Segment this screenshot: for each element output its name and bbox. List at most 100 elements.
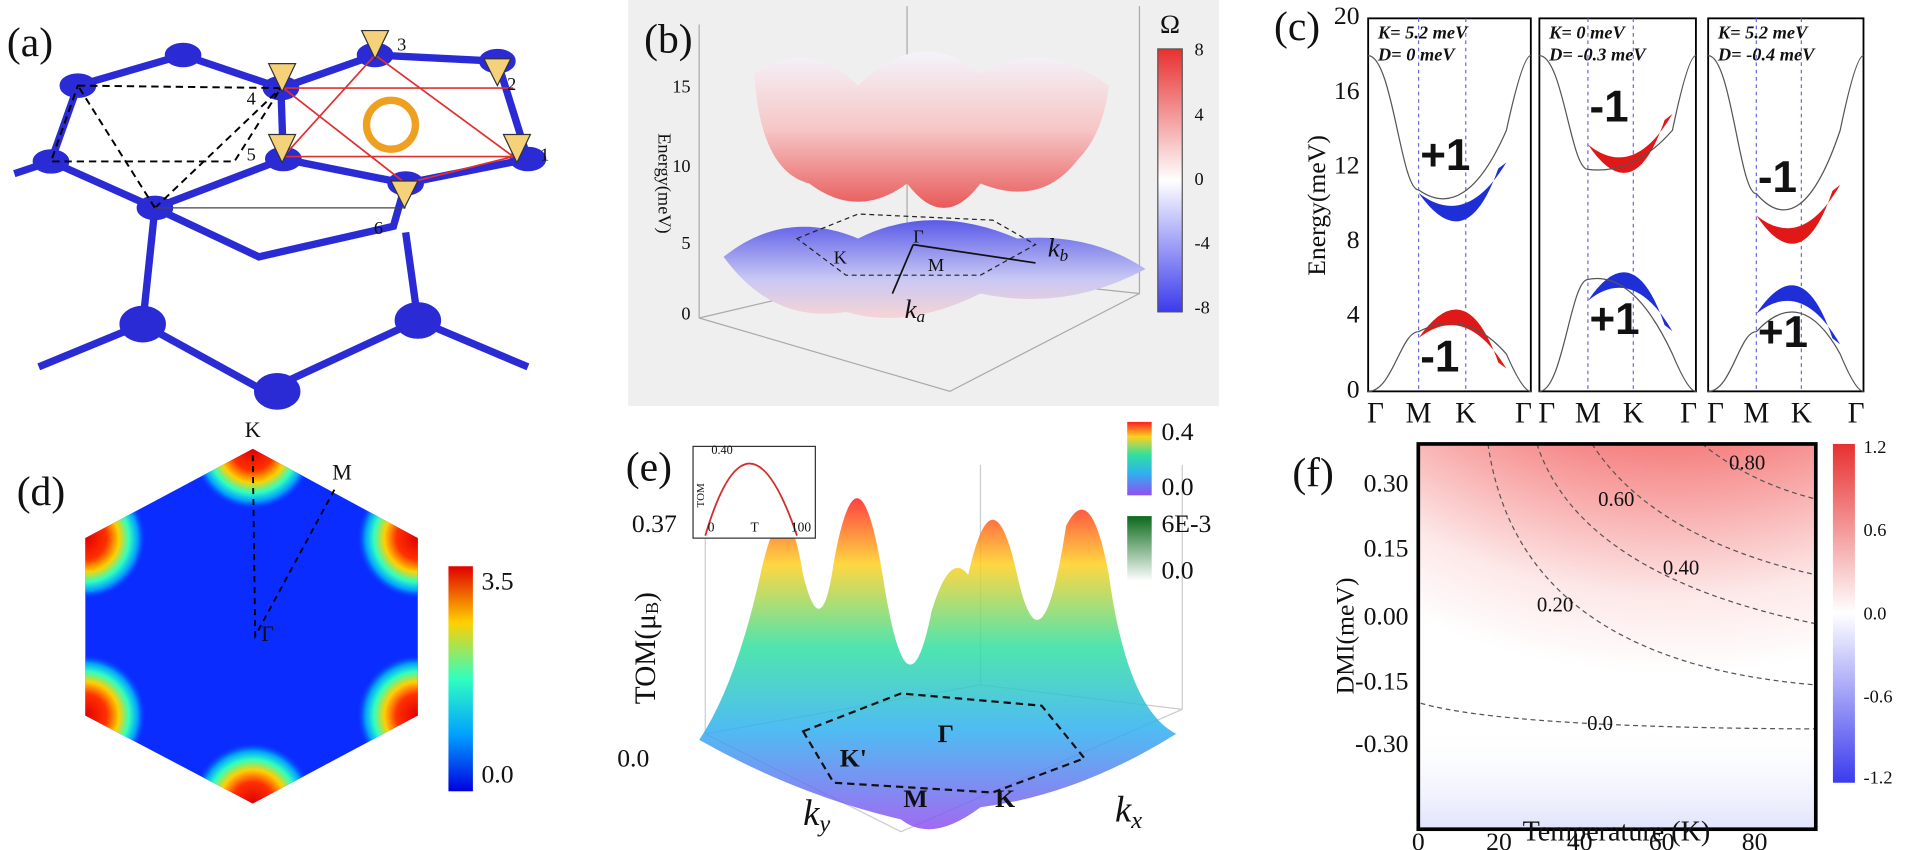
colorbar-ticks: 8 4 0 -4 -8 <box>1194 40 1209 318</box>
contour-label: 0.80 <box>1729 452 1765 475</box>
point-label: K' <box>840 744 867 773</box>
site-label: 4 <box>247 88 256 108</box>
contour-map <box>1418 443 1816 830</box>
colorbar-tick: -0.6 <box>1863 687 1892 707</box>
y-tick: 0.15 <box>1364 533 1409 562</box>
colorbar-tick: 0.0 <box>1863 603 1886 623</box>
colorbar-tick: 1.2 <box>1863 437 1886 457</box>
point-label: Γ <box>261 621 274 646</box>
plot-frame <box>1416 442 1818 832</box>
berry-lobe <box>1756 184 1841 244</box>
chern-label: +1 <box>1420 131 1470 180</box>
param-label: D= 0 meV <box>1377 44 1456 64</box>
panel-label: (c) <box>1274 3 1320 50</box>
contour-label: 0.20 <box>1537 593 1573 616</box>
x-ticks: 0 20 40 60 80 <box>1412 827 1768 850</box>
panel-label: (d) <box>17 468 65 515</box>
param-label: K= 5.2 meV <box>1377 22 1469 42</box>
contour-label: 0.0 <box>1587 712 1613 735</box>
chern-label: -1 <box>1420 332 1459 381</box>
site-label: 2 <box>507 74 516 94</box>
chern-label: +1 <box>1758 308 1808 357</box>
x-tick: Γ <box>1707 398 1724 430</box>
panel-a-overlay <box>49 29 532 210</box>
band <box>1368 322 1531 392</box>
point-label: M <box>332 460 352 485</box>
z-tick: 0.37 <box>632 509 677 538</box>
band <box>1707 55 1864 211</box>
inset-curve <box>704 462 798 536</box>
point-label: K <box>245 417 261 442</box>
site-labels: 1 2 3 4 5 6 <box>247 35 550 238</box>
inset <box>692 445 816 539</box>
colorbar <box>448 566 473 792</box>
y-tick: -0.30 <box>1355 729 1408 758</box>
colorbar <box>1127 421 1152 496</box>
x-tick: Γ <box>1538 398 1555 430</box>
colorbar <box>1127 516 1152 581</box>
x-tick: 40 <box>1567 827 1593 850</box>
band <box>1708 311 1864 392</box>
z-tick: 0.0 <box>617 744 649 773</box>
param-label: D= -0.3 meV <box>1548 44 1647 64</box>
inset-tick: 0.40 <box>711 443 732 457</box>
colorbar-tick: 0.6 <box>1863 520 1886 540</box>
z-axis-label: Energy(meV) <box>653 133 674 233</box>
x-tick: M <box>1575 398 1601 430</box>
contour-label: 0.60 <box>1598 488 1634 511</box>
x-tick: Γ <box>1680 398 1697 430</box>
colorbar-title: Ω <box>1160 9 1180 39</box>
colorbar-tick: 4 <box>1194 104 1203 124</box>
y-tick: 8 <box>1347 225 1360 254</box>
brillouin-zone <box>801 692 1087 794</box>
x-tick: K <box>1791 398 1812 430</box>
axis-label: kx <box>1115 789 1142 834</box>
x-tick: 20 <box>1486 827 1512 850</box>
y-tick: -0.15 <box>1355 667 1408 696</box>
z-ticks: 15 10 5 0 <box>672 76 690 323</box>
y-tick: 0.00 <box>1364 602 1409 631</box>
point-label: Γ <box>938 719 954 748</box>
x-tick: Γ <box>1515 398 1532 430</box>
tom-surface <box>699 498 1177 830</box>
param-label: D= -0.4 meV <box>1717 44 1816 64</box>
point-label: M <box>903 784 927 813</box>
upper-surface <box>754 51 1109 208</box>
y-tick: 16 <box>1334 76 1360 105</box>
band <box>1539 55 1697 171</box>
hexagon-map <box>85 448 418 804</box>
y-tick: 0.30 <box>1364 468 1409 497</box>
axis-label: ka <box>905 294 926 326</box>
lower-surface <box>723 220 1146 318</box>
site-label: 5 <box>247 145 256 165</box>
site-label: 1 <box>540 145 549 165</box>
brillouin-zone <box>795 213 1037 276</box>
y-axis-label: DMI(meV) <box>1330 578 1359 695</box>
colorbar-tick: 0 <box>1194 169 1203 189</box>
param-label: K= 0 meV <box>1548 22 1626 42</box>
x-tick: 80 <box>1742 827 1768 850</box>
chern-label: -1 <box>1758 153 1797 202</box>
inset-tick: 100 <box>791 519 811 534</box>
berry-lobe <box>1587 113 1673 173</box>
z-tick: 5 <box>681 233 690 253</box>
x-tick: K <box>1455 398 1476 430</box>
colorbar-tick: 0.0 <box>481 760 513 789</box>
k-vectors <box>891 243 1036 294</box>
point-label: Γ <box>913 227 924 247</box>
colorbar-tick: 0.0 <box>1161 472 1193 501</box>
colorbar-tick: 0.0 <box>1161 555 1193 584</box>
colorbar-tick: -4 <box>1194 233 1209 253</box>
colorbar <box>1157 48 1183 313</box>
x-tick: K <box>1623 398 1644 430</box>
y-ticks: 0.30 0.15 0.00 -0.15 -0.30 <box>1355 468 1408 758</box>
band <box>1539 277 1697 392</box>
contour-labels: 0.80 0.60 0.40 0.20 0.0 <box>1537 452 1765 736</box>
site-label: 3 <box>397 35 406 55</box>
colorbar-ticks: 1.2 0.6 0.0 -0.6 -1.2 <box>1863 437 1892 787</box>
chern-label: +1 <box>1589 295 1639 344</box>
colorbar-tick: -1.2 <box>1863 767 1892 787</box>
colorbar <box>1832 443 1855 783</box>
x-tick: Γ <box>1848 398 1865 430</box>
